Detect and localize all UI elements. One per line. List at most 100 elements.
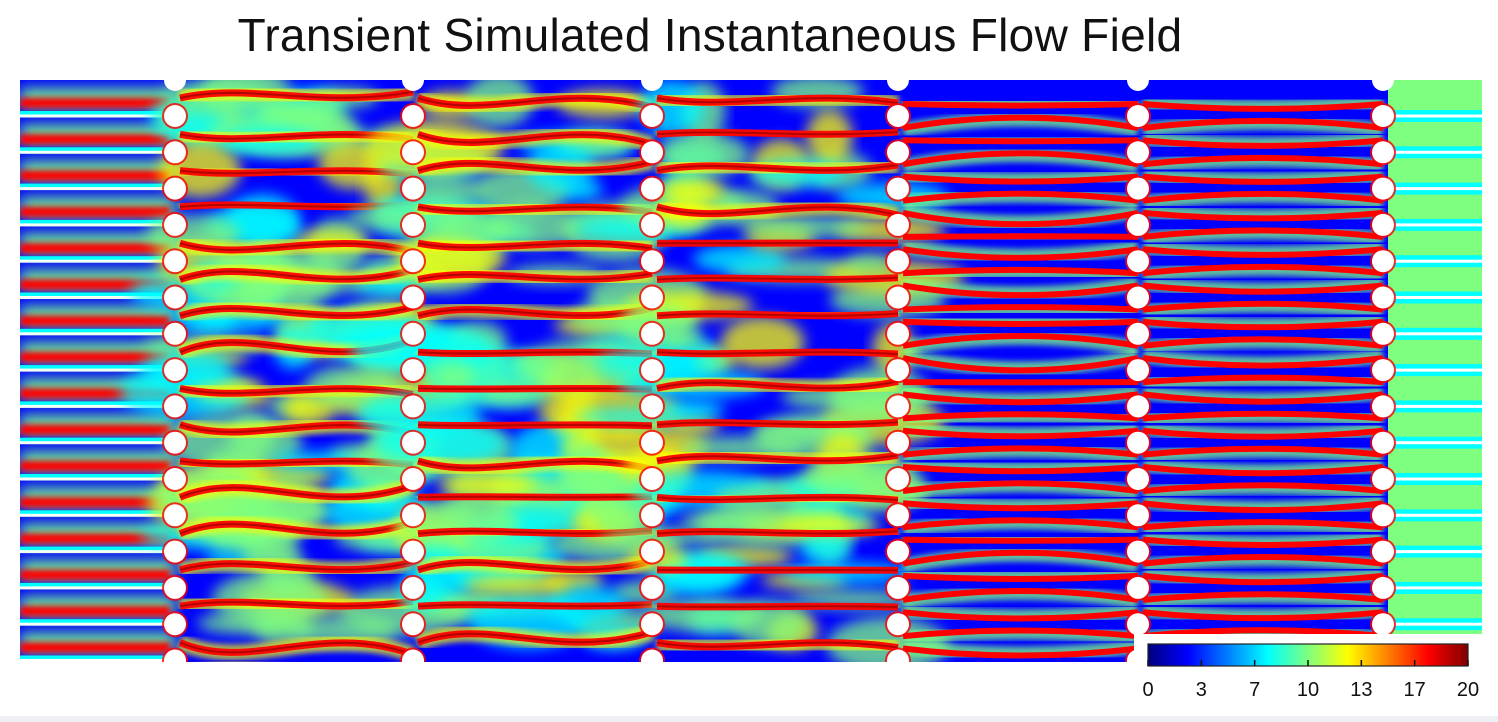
pillar bbox=[402, 468, 424, 490]
pillar bbox=[887, 576, 909, 599]
colorbar: 0 3 7 10 13 17 20 bbox=[1142, 643, 1479, 701]
pillar bbox=[164, 540, 186, 563]
pillar bbox=[887, 250, 909, 273]
pillar bbox=[402, 613, 424, 636]
pillar bbox=[1127, 431, 1149, 454]
colorbar-tick-label: 0 bbox=[1142, 679, 1153, 701]
pillar bbox=[1372, 250, 1394, 273]
pillar bbox=[164, 322, 186, 345]
pillar bbox=[641, 576, 663, 599]
colorbar-tick-label: 17 bbox=[1404, 679, 1426, 701]
pillar bbox=[887, 286, 909, 309]
pillar bbox=[641, 395, 663, 418]
pillar bbox=[164, 613, 186, 636]
pillar bbox=[1372, 540, 1394, 563]
pillar bbox=[1372, 504, 1394, 527]
pillar bbox=[164, 576, 186, 599]
pillar bbox=[164, 250, 186, 273]
pillar bbox=[1127, 613, 1149, 636]
pillar bbox=[164, 141, 186, 164]
pillar bbox=[164, 431, 186, 454]
page-title: Transient Simulated Instantaneous Flow F… bbox=[237, 9, 1183, 61]
pillar bbox=[641, 105, 663, 127]
pillar bbox=[1372, 576, 1394, 599]
pillar bbox=[887, 431, 909, 454]
pillar bbox=[1127, 468, 1149, 490]
pillar bbox=[887, 359, 909, 382]
pillar bbox=[164, 468, 186, 490]
pillar bbox=[1127, 504, 1149, 527]
pillar bbox=[402, 431, 424, 454]
pillar bbox=[1127, 359, 1149, 382]
pillar bbox=[402, 141, 424, 164]
pillar bbox=[164, 105, 186, 127]
pillar bbox=[641, 540, 663, 563]
flow-field-diagram bbox=[20, 80, 1482, 662]
pillar bbox=[641, 468, 663, 490]
pillar bbox=[1127, 286, 1149, 309]
pillar bbox=[887, 177, 909, 200]
pillar bbox=[641, 250, 663, 273]
colorbar-tick-label: 20 bbox=[1457, 679, 1479, 701]
pillar bbox=[402, 322, 424, 345]
pillar bbox=[1372, 359, 1394, 382]
pillar bbox=[887, 213, 909, 236]
pillar bbox=[402, 213, 424, 236]
pillar bbox=[1372, 468, 1394, 490]
pillar bbox=[402, 286, 424, 309]
pillar bbox=[402, 105, 424, 127]
pillar bbox=[402, 576, 424, 599]
pillar bbox=[1372, 177, 1394, 200]
pillar bbox=[1372, 322, 1394, 345]
pillar bbox=[641, 213, 663, 236]
pillar bbox=[887, 105, 909, 127]
pillar bbox=[1372, 613, 1394, 636]
pillar bbox=[402, 359, 424, 382]
pillar bbox=[402, 250, 424, 273]
pillar bbox=[402, 540, 424, 563]
colorbar-legend: 0 3 7 10 13 17 20 bbox=[1134, 634, 1494, 706]
pillar bbox=[641, 141, 663, 164]
pillar bbox=[641, 322, 663, 345]
pillar bbox=[1127, 322, 1149, 345]
pillar bbox=[1372, 431, 1394, 454]
pillar bbox=[164, 504, 186, 527]
pillar bbox=[1372, 105, 1394, 127]
pillar bbox=[1127, 540, 1149, 563]
inlet-region bbox=[20, 88, 175, 662]
pillar bbox=[887, 504, 909, 527]
pillar bbox=[641, 359, 663, 382]
pillar bbox=[887, 322, 909, 345]
colorbar-tick-label: 3 bbox=[1196, 679, 1207, 701]
colorbar-tick-label: 13 bbox=[1350, 679, 1372, 701]
pillar bbox=[1127, 177, 1149, 200]
pillar bbox=[641, 177, 663, 200]
pillar bbox=[1127, 213, 1149, 236]
pillar bbox=[887, 395, 909, 418]
colorbar-tick-label: 7 bbox=[1249, 679, 1260, 701]
pillar bbox=[641, 431, 663, 454]
pillar bbox=[1127, 141, 1149, 164]
pillar bbox=[887, 141, 909, 164]
pillar bbox=[164, 213, 186, 236]
developing-region-4 bbox=[901, 95, 1140, 661]
pillar bbox=[164, 395, 186, 418]
pillar bbox=[1372, 213, 1394, 236]
pillar bbox=[164, 177, 186, 200]
pillar bbox=[402, 395, 424, 418]
bottom-divider bbox=[0, 716, 1498, 722]
pillar bbox=[887, 540, 909, 563]
pillar bbox=[1127, 576, 1149, 599]
pillar bbox=[1372, 286, 1394, 309]
pillar bbox=[887, 613, 909, 636]
pillar bbox=[164, 286, 186, 309]
pillar bbox=[402, 177, 424, 200]
pillar bbox=[1372, 395, 1394, 418]
pillar bbox=[641, 504, 663, 527]
pillar bbox=[1127, 395, 1149, 418]
pillar bbox=[1127, 105, 1149, 127]
pillar-array bbox=[162, 80, 1396, 662]
pillar bbox=[402, 504, 424, 527]
pillar bbox=[164, 359, 186, 382]
pillar bbox=[1372, 141, 1394, 164]
